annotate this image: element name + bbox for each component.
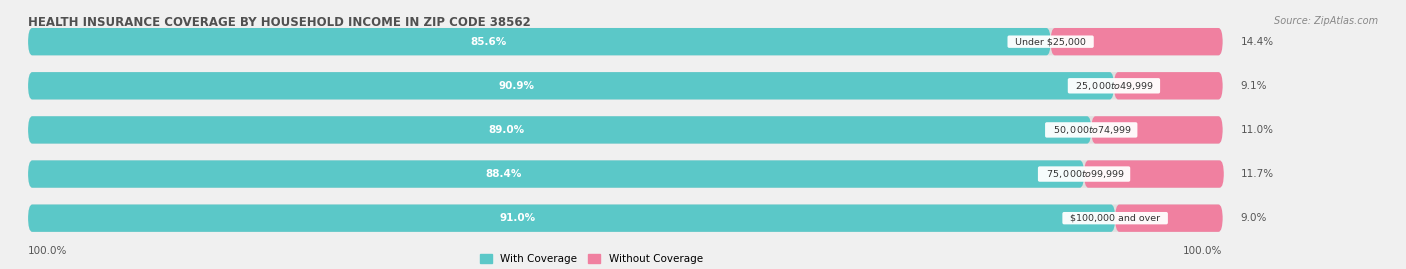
Text: 88.4%: 88.4%: [485, 169, 522, 179]
Text: 90.9%: 90.9%: [499, 81, 534, 91]
Text: 85.6%: 85.6%: [470, 37, 506, 47]
FancyBboxPatch shape: [28, 160, 1223, 188]
FancyBboxPatch shape: [1084, 160, 1223, 188]
FancyBboxPatch shape: [28, 204, 1223, 232]
Text: 91.0%: 91.0%: [499, 213, 536, 223]
Text: $50,000 to $74,999: $50,000 to $74,999: [1047, 124, 1136, 136]
FancyBboxPatch shape: [28, 72, 1114, 100]
FancyBboxPatch shape: [28, 204, 1115, 232]
Text: $75,000 to $99,999: $75,000 to $99,999: [1039, 168, 1129, 180]
Text: 100.0%: 100.0%: [28, 246, 67, 256]
FancyBboxPatch shape: [28, 28, 1050, 55]
Text: 11.0%: 11.0%: [1240, 125, 1274, 135]
FancyBboxPatch shape: [28, 72, 1223, 100]
Text: 100.0%: 100.0%: [1184, 246, 1223, 256]
Text: 14.4%: 14.4%: [1240, 37, 1274, 47]
FancyBboxPatch shape: [1115, 204, 1223, 232]
FancyBboxPatch shape: [1114, 72, 1223, 100]
FancyBboxPatch shape: [1050, 28, 1223, 55]
Text: 89.0%: 89.0%: [488, 125, 524, 135]
FancyBboxPatch shape: [1091, 116, 1223, 144]
Text: HEALTH INSURANCE COVERAGE BY HOUSEHOLD INCOME IN ZIP CODE 38562: HEALTH INSURANCE COVERAGE BY HOUSEHOLD I…: [28, 16, 531, 29]
Text: $25,000 to $49,999: $25,000 to $49,999: [1070, 80, 1159, 92]
Text: 11.7%: 11.7%: [1240, 169, 1274, 179]
FancyBboxPatch shape: [28, 116, 1091, 144]
Text: 9.1%: 9.1%: [1240, 81, 1267, 91]
Text: Under $25,000: Under $25,000: [1010, 37, 1092, 46]
FancyBboxPatch shape: [28, 116, 1223, 144]
Text: 9.0%: 9.0%: [1240, 213, 1267, 223]
FancyBboxPatch shape: [28, 160, 1084, 188]
FancyBboxPatch shape: [28, 28, 1223, 55]
Text: Source: ZipAtlas.com: Source: ZipAtlas.com: [1274, 16, 1378, 26]
Legend: With Coverage, Without Coverage: With Coverage, Without Coverage: [475, 250, 707, 268]
Text: $100,000 and over: $100,000 and over: [1064, 214, 1166, 223]
